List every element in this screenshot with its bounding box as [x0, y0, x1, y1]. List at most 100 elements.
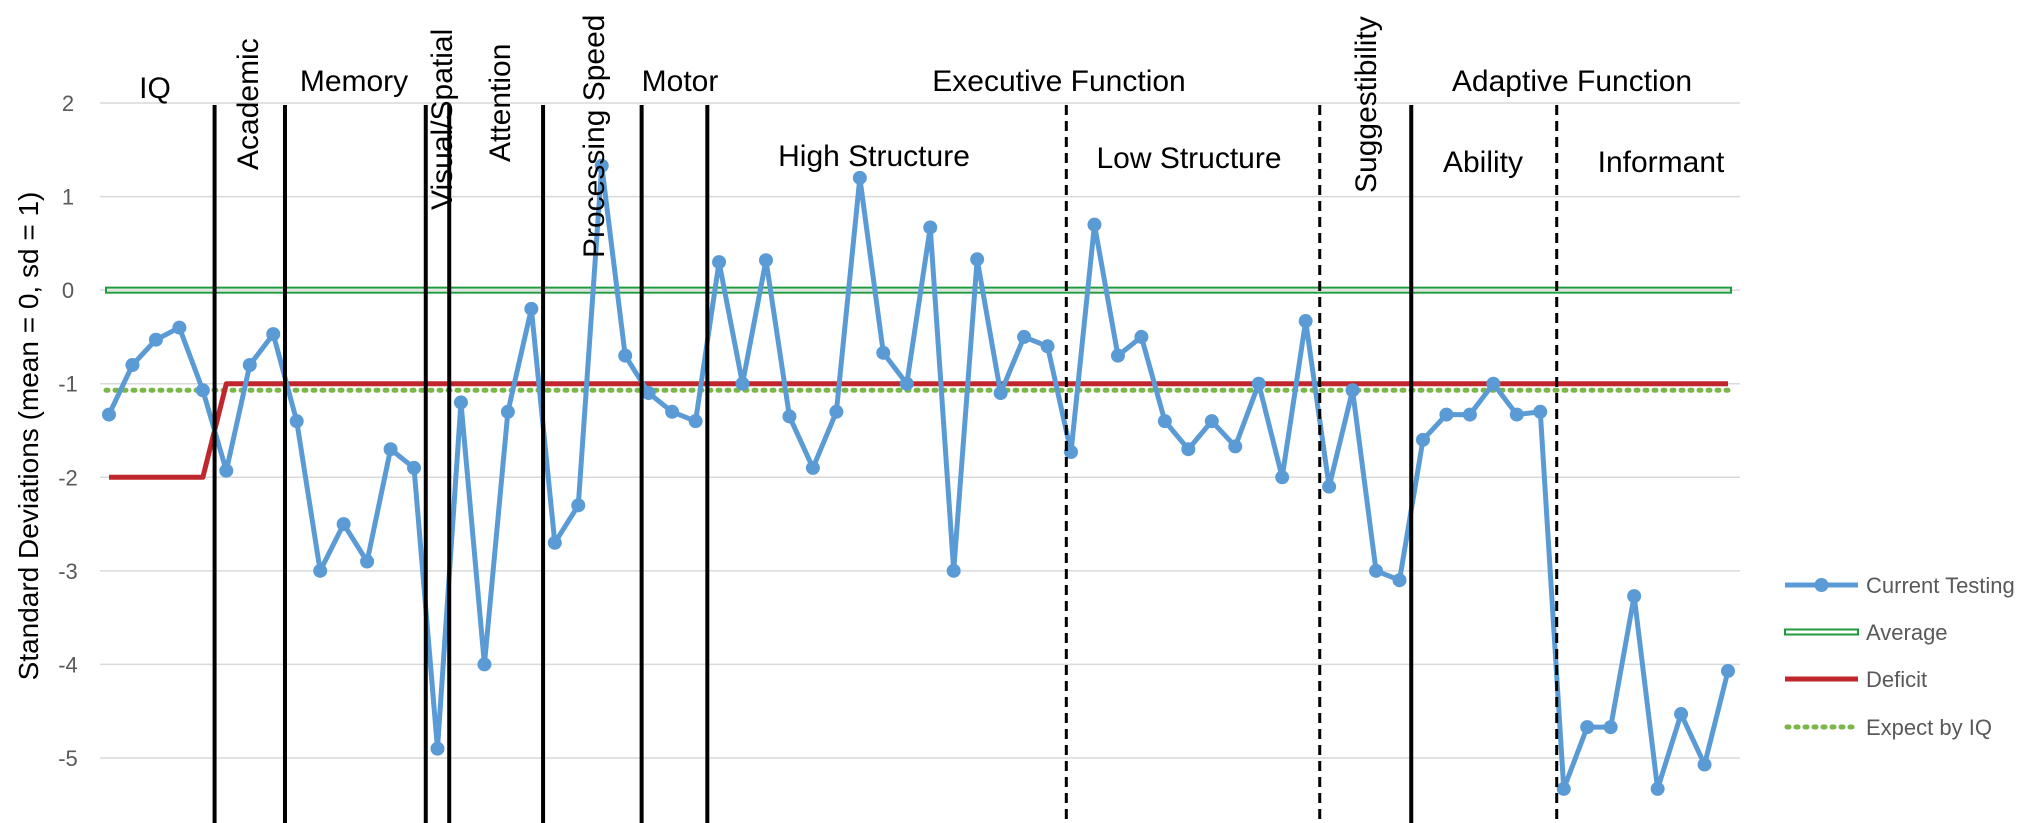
data-point	[712, 255, 727, 270]
data-point	[1533, 404, 1548, 419]
y-tick-label: 0	[62, 278, 74, 303]
data-point	[148, 332, 163, 347]
data-point	[1486, 376, 1501, 391]
data-point	[242, 358, 257, 372]
section-label: Memory	[300, 65, 408, 98]
data-point	[289, 414, 304, 429]
legend-swatch-average	[1784, 628, 1859, 636]
data-point	[547, 535, 562, 550]
data-point	[1415, 432, 1430, 447]
legend-label: Expect by IQ	[1866, 715, 1992, 740]
data-point	[1110, 348, 1125, 363]
section-label: Informant	[1598, 146, 1725, 179]
y-tick-label: 1	[62, 185, 74, 210]
data-point	[993, 386, 1008, 401]
data-point	[1181, 442, 1196, 457]
data-point	[1627, 589, 1642, 604]
data-point	[970, 252, 985, 267]
data-point	[1040, 339, 1055, 354]
data-point	[805, 460, 820, 475]
data-point	[172, 320, 187, 335]
section-dividers	[212, 105, 1559, 823]
section-label: Low Structure	[1096, 142, 1281, 175]
y-tick-label: -3	[58, 559, 78, 584]
data-point	[1603, 720, 1618, 735]
data-point	[1345, 383, 1360, 398]
data-point	[1509, 407, 1524, 422]
data-point	[758, 253, 773, 268]
gridlines	[100, 102, 1740, 759]
section-label: Adaptive Function	[1452, 65, 1692, 98]
data-point	[1157, 414, 1172, 429]
data-point	[923, 220, 938, 235]
data-point	[1650, 781, 1665, 796]
data-point	[1556, 781, 1571, 796]
y-tick-label: -4	[58, 652, 78, 677]
y-axis-title: Standard Deviations (mean = 0, sd = 1)	[13, 192, 44, 681]
data-point	[1228, 439, 1243, 454]
section-label: Ability	[1443, 146, 1523, 179]
y-tick-label: -5	[58, 746, 78, 771]
current-testing-line	[106, 163, 1731, 792]
section-label: Suggestibility	[1350, 16, 1383, 193]
data-point	[1462, 407, 1477, 422]
section-label: Visual/Spatial	[426, 29, 459, 210]
section-label: Academic	[232, 38, 265, 170]
data-point	[1580, 720, 1595, 735]
data-point	[782, 409, 797, 424]
section-label: Attention	[484, 44, 517, 162]
data-point	[876, 345, 891, 360]
data-point	[594, 158, 609, 173]
data-point	[1017, 329, 1032, 344]
data-point	[1439, 407, 1454, 422]
data-point	[1251, 376, 1266, 391]
data-point	[1275, 470, 1290, 485]
data-point	[1298, 314, 1313, 329]
legend-label: Average	[1866, 620, 1948, 645]
y-tick-label: 2	[62, 91, 74, 116]
data-point	[453, 395, 468, 410]
data-point	[1697, 757, 1712, 772]
data-point	[571, 498, 586, 513]
section-labels: IQ Academic Memory Visual/Spatial Attention P…	[139, 15, 1725, 259]
data-series	[102, 158, 1735, 796]
y-tick-label: -1	[58, 372, 78, 397]
data-point	[641, 386, 656, 401]
data-point	[1322, 479, 1337, 494]
data-point	[500, 404, 515, 419]
legend-label: Deficit	[1866, 667, 1927, 692]
data-point	[383, 442, 398, 457]
section-label: Motor	[642, 65, 719, 98]
data-point	[899, 376, 914, 391]
data-point	[102, 407, 116, 422]
y-tick-label: -2	[58, 465, 78, 490]
data-point	[524, 301, 539, 316]
data-point	[688, 414, 703, 429]
data-point	[336, 517, 351, 532]
data-point	[477, 657, 492, 672]
legend-label: Current Testing	[1866, 573, 2015, 598]
data-point	[360, 554, 375, 569]
data-point	[219, 463, 234, 478]
data-point	[313, 563, 328, 578]
section-label: IQ	[139, 72, 171, 105]
data-point	[407, 460, 422, 475]
data-point	[1087, 217, 1102, 232]
data-point	[1721, 663, 1735, 678]
section-label: Processing Speed	[578, 15, 611, 259]
data-point	[618, 348, 633, 363]
legend: Current Testing Average Deficit Expect by I…	[1784, 573, 2015, 740]
data-point	[852, 170, 867, 185]
data-point	[829, 404, 844, 419]
section-label: High Structure	[778, 140, 970, 173]
y-axis: Standard Deviations (mean = 0, sd = 1) 2…	[13, 91, 78, 771]
data-point	[735, 376, 750, 391]
data-point	[1392, 573, 1407, 588]
legend-marker-current	[1814, 578, 1829, 592]
section-label: Executive Function	[932, 65, 1185, 98]
data-point	[125, 358, 140, 372]
data-point	[1134, 329, 1149, 344]
data-point	[665, 404, 680, 419]
data-point	[195, 383, 210, 398]
